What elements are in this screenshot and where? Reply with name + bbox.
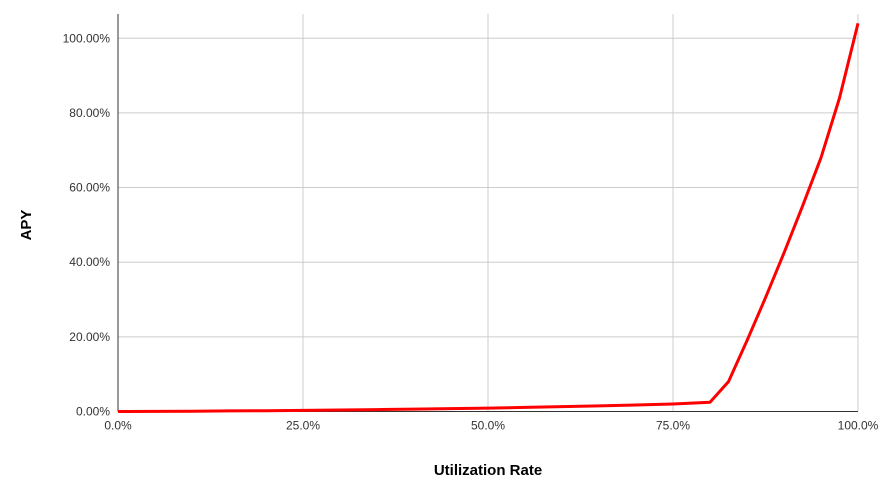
gridlines xyxy=(118,14,859,412)
x-tick-label: 25.0% xyxy=(286,419,320,433)
x-tick-label: 100.0% xyxy=(838,419,879,433)
y-tick-label: 60.00% xyxy=(69,181,110,195)
x-tick-label: 0.0% xyxy=(104,419,132,433)
y-tick-label: 0.00% xyxy=(76,405,110,419)
x-axis-title: Utilization Rate xyxy=(433,462,543,479)
series-line-apy xyxy=(117,22,860,413)
y-tick-label: 20.00% xyxy=(69,330,110,344)
y-axis-title: APY xyxy=(18,209,35,241)
y-tick-label: 40.00% xyxy=(69,255,110,269)
tick-labels: 0.00% 20.00% 40.00% 60.00% 80.00% 100.00% 0.0%… xyxy=(63,31,879,432)
x-tick-label: 75.0% xyxy=(656,419,690,433)
series-lines xyxy=(117,22,860,413)
y-tick-label: 80.00% xyxy=(69,106,110,120)
x-tick-label: 50.0% xyxy=(471,419,505,433)
y-tick-label: 100.00% xyxy=(63,31,111,45)
